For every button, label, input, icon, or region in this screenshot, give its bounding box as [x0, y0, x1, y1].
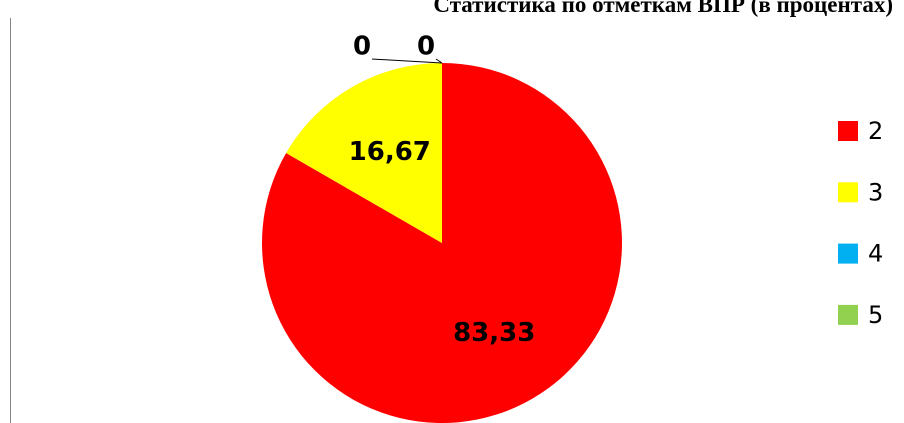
data-label: 0	[417, 32, 435, 62]
data-label: 0	[353, 32, 371, 62]
data-label: 16,67	[349, 137, 431, 167]
data-label: 83,33	[453, 318, 535, 348]
chart-title: Статистика по отметкам ВПР (в процентах)	[433, 0, 893, 17]
legend-label: 4	[868, 240, 883, 268]
legend-label: 3	[868, 178, 883, 206]
legend-swatch	[838, 243, 858, 264]
leader-line	[371, 58, 443, 64]
legend-swatch	[838, 121, 858, 141]
legend-swatch	[838, 182, 858, 203]
leader-line	[435, 58, 443, 64]
pie-slice	[286, 63, 442, 243]
legend-label: 5	[868, 301, 883, 329]
legend-swatch	[838, 304, 858, 325]
legend-label: 2	[868, 117, 883, 145]
